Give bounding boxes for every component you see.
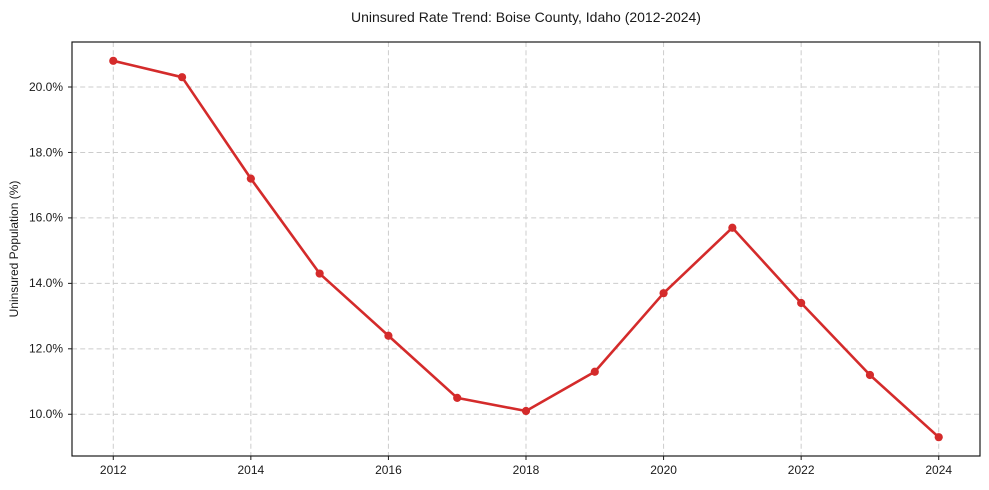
- x-tick-label: 2024: [925, 463, 952, 477]
- data-point-marker: [384, 331, 393, 340]
- data-point-marker: [109, 56, 118, 65]
- data-point-marker: [934, 433, 943, 442]
- x-tick-label: 2022: [788, 463, 815, 477]
- data-point-marker: [246, 174, 255, 183]
- data-point-marker: [315, 269, 324, 278]
- y-tick-label: 16.0%: [29, 211, 63, 225]
- x-tick-label: 2012: [100, 463, 127, 477]
- data-point-marker: [659, 289, 668, 298]
- chart-title: Uninsured Rate Trend: Boise County, Idah…: [351, 9, 701, 25]
- data-point-marker: [521, 406, 531, 416]
- data-point-marker: [865, 370, 875, 380]
- data-point-marker: [177, 73, 187, 82]
- x-tick-label: 2020: [650, 463, 677, 477]
- data-point-marker: [797, 298, 806, 308]
- x-tick-label: 2014: [237, 463, 264, 477]
- data-point-marker: [590, 367, 599, 376]
- data-point-marker: [453, 393, 462, 403]
- plot-border: [71, 41, 981, 457]
- x-tick-label: 2018: [513, 463, 540, 477]
- y-tick-label: 18.0%: [29, 145, 63, 159]
- x-tick-label: 2016: [375, 463, 402, 477]
- data-point-marker: [728, 223, 737, 232]
- y-tick-label: 12.0%: [29, 342, 63, 356]
- y-tick-label: 10.0%: [29, 407, 63, 421]
- y-tick-label: 20.0%: [29, 80, 63, 94]
- y-tick-label: 14.0%: [29, 276, 63, 290]
